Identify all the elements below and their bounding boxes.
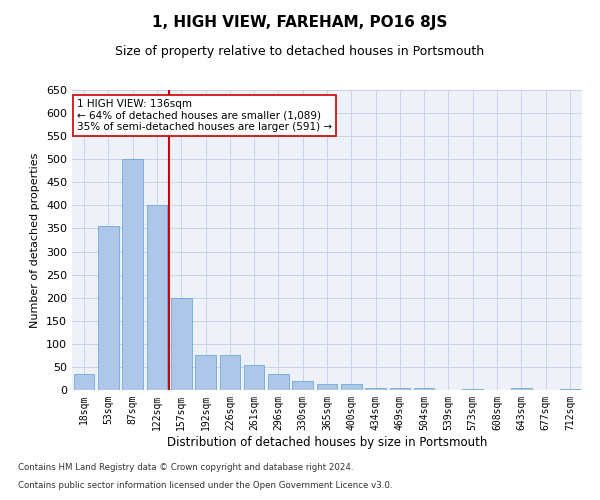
Bar [122,159,143,390]
Text: 1 HIGH VIEW: 136sqm
← 64% of detached houses are smaller (1,089)
35% of semi-det: 1 HIGH VIEW: 136sqm ← 64% of detached ho… [77,99,332,132]
Bar [560,389,580,390]
Bar [414,388,434,390]
Bar [365,388,386,390]
Bar [317,384,337,390]
Bar [195,356,216,390]
Bar [341,384,362,390]
Bar [220,356,240,390]
Bar [268,374,289,390]
Bar [389,388,410,390]
Text: Contains public sector information licensed under the Open Government Licence v3: Contains public sector information licen… [18,481,392,490]
Bar [244,364,265,390]
Bar [511,388,532,390]
Bar [463,389,483,390]
Bar [74,374,94,390]
Bar [292,381,313,390]
Text: 1, HIGH VIEW, FAREHAM, PO16 8JS: 1, HIGH VIEW, FAREHAM, PO16 8JS [152,15,448,30]
Text: Size of property relative to detached houses in Portsmouth: Size of property relative to detached ho… [115,45,485,58]
X-axis label: Distribution of detached houses by size in Portsmouth: Distribution of detached houses by size … [167,436,487,448]
Text: Contains HM Land Registry data © Crown copyright and database right 2024.: Contains HM Land Registry data © Crown c… [18,464,353,472]
Bar [146,206,167,390]
Bar [171,298,191,390]
Bar [98,226,119,390]
Y-axis label: Number of detached properties: Number of detached properties [31,152,40,328]
